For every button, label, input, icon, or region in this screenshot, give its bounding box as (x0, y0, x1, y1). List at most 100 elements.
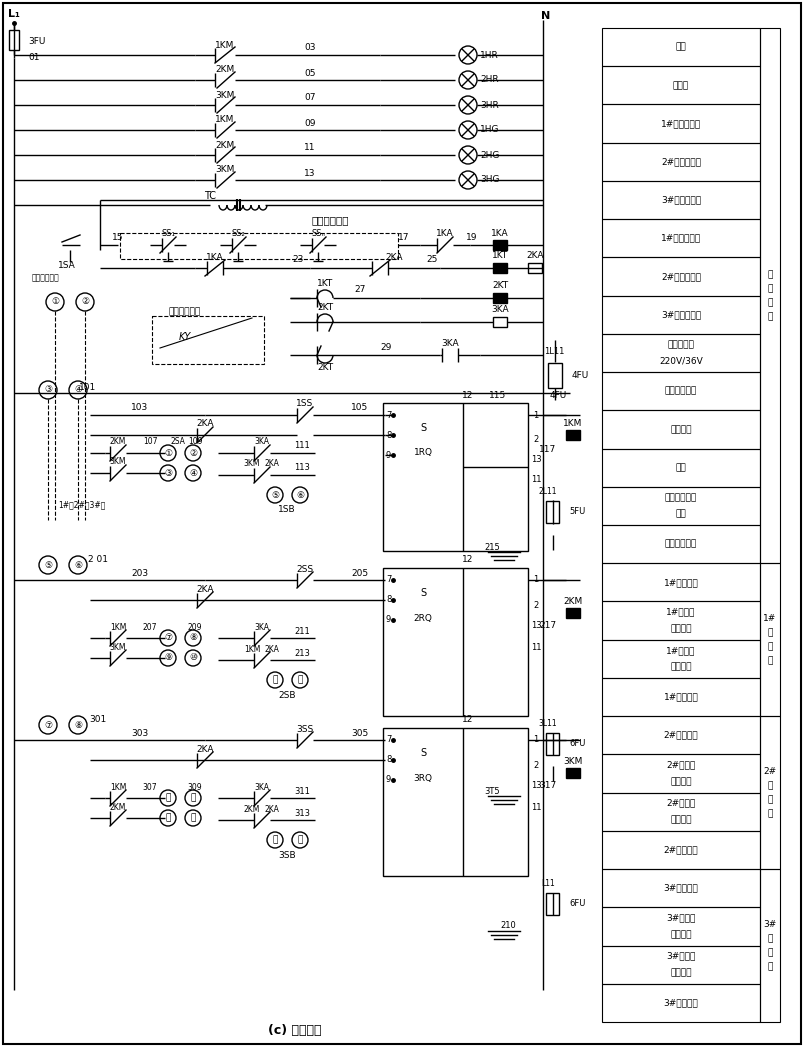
Text: 19: 19 (466, 232, 477, 242)
Text: 117: 117 (539, 446, 556, 454)
Text: SSₙ: SSₙ (311, 229, 324, 239)
Text: 1KM: 1KM (215, 115, 234, 125)
Text: 205: 205 (351, 569, 368, 578)
Text: ④: ④ (189, 468, 197, 477)
Text: TC: TC (204, 191, 216, 201)
Text: ⑤: ⑤ (271, 490, 279, 499)
Bar (601, 601, 759, 640)
Text: 2KA: 2KA (264, 645, 279, 653)
Text: 3T5: 3T5 (483, 786, 499, 796)
Text: 317: 317 (539, 781, 556, 790)
Text: 1SS: 1SS (296, 400, 313, 408)
Text: ③: ③ (44, 385, 52, 395)
Text: 220V/36V: 220V/36V (658, 357, 702, 365)
Bar (548, 362, 561, 387)
Text: ①: ① (51, 297, 59, 307)
Text: 2#泵运行指示: 2#泵运行指示 (660, 157, 700, 166)
Text: 3KM: 3KM (215, 90, 234, 99)
Text: 1KM: 1KM (563, 420, 582, 428)
Text: 2#泵手动: 2#泵手动 (666, 760, 695, 770)
Text: 控制停止: 控制停止 (670, 778, 691, 786)
Text: 2#: 2# (763, 767, 776, 776)
Text: 07: 07 (304, 93, 316, 103)
Bar (601, 448, 759, 487)
Bar (382, 403, 528, 551)
Text: 2SB: 2SB (278, 691, 296, 699)
Text: 4FU: 4FU (571, 371, 589, 379)
Text: 3#泵运行指示: 3#泵运行指示 (660, 196, 700, 204)
Text: 213: 213 (294, 648, 309, 658)
Text: 启动: 启动 (675, 463, 686, 472)
Text: ⑤: ⑤ (44, 560, 52, 570)
Bar (382, 728, 528, 876)
Text: 防: 防 (766, 795, 772, 804)
Text: 1HR: 1HR (479, 50, 498, 60)
Text: 15: 15 (112, 232, 124, 242)
Text: 2KA: 2KA (196, 420, 214, 428)
Text: 11: 11 (530, 644, 540, 652)
Text: 203: 203 (131, 569, 149, 578)
Text: 309: 309 (187, 782, 202, 792)
Text: 09: 09 (304, 118, 316, 128)
Text: 3SS: 3SS (296, 725, 313, 734)
Text: 3KM: 3KM (563, 757, 582, 766)
Text: (c) 控制电路: (c) 控制电路 (268, 1024, 321, 1037)
Text: 1#泵运行指示: 1#泵运行指示 (660, 119, 700, 128)
Text: 2#泵公共端: 2#泵公共端 (662, 846, 698, 854)
Bar (565, 608, 579, 618)
Bar (601, 219, 759, 258)
Text: 313: 313 (294, 808, 310, 818)
Text: ⑭: ⑭ (190, 794, 195, 802)
Text: 制: 制 (766, 284, 772, 293)
Text: 2KM: 2KM (110, 438, 126, 446)
Text: ⑦: ⑦ (164, 633, 172, 643)
Bar (528, 263, 541, 273)
Text: ⑩: ⑩ (189, 653, 197, 663)
Text: 5FU: 5FU (569, 508, 585, 516)
Text: 7: 7 (385, 410, 391, 420)
Text: 回: 回 (766, 298, 772, 307)
Text: 1RQ: 1RQ (413, 448, 432, 458)
Text: S: S (419, 748, 426, 758)
Text: 备用: 备用 (675, 510, 686, 519)
Text: ⑯: ⑯ (190, 814, 195, 823)
Text: 泵: 泵 (766, 962, 772, 971)
Text: 3KA: 3KA (255, 438, 269, 446)
Text: 2KM: 2KM (243, 804, 260, 814)
Text: 3RQ: 3RQ (413, 774, 432, 782)
Text: 13: 13 (530, 780, 540, 789)
Text: 控: 控 (766, 270, 772, 280)
Text: 211: 211 (294, 626, 309, 636)
Text: 8: 8 (385, 596, 391, 604)
Text: 8: 8 (385, 756, 391, 764)
Text: SS₂: SS₂ (230, 229, 245, 239)
Text: 泵: 泵 (766, 809, 772, 818)
Text: 2HG: 2HG (479, 151, 499, 159)
Text: 1#备2#备3#备: 1#备2#备3#备 (59, 500, 105, 510)
Bar (601, 640, 759, 677)
Text: 备用延时投入: 备用延时投入 (664, 493, 696, 502)
Text: ③: ③ (164, 468, 172, 477)
Text: 105: 105 (351, 403, 368, 413)
Text: 12: 12 (462, 556, 473, 564)
Text: 2SA: 2SA (170, 438, 185, 446)
Text: 1HG: 1HG (479, 126, 499, 134)
Text: 2RQ: 2RQ (413, 614, 432, 623)
Bar (601, 487, 759, 525)
Text: 2KA: 2KA (196, 584, 214, 594)
Text: ⑨: ⑨ (164, 653, 172, 663)
Text: 1SA: 1SA (58, 261, 75, 269)
Text: 3#泵停止指示: 3#泵停止指示 (660, 310, 700, 319)
Text: ⑰: ⑰ (272, 836, 277, 845)
Text: 控制停止: 控制停止 (670, 931, 691, 939)
Text: 7: 7 (385, 576, 391, 584)
Text: 303: 303 (131, 729, 149, 737)
Bar (601, 755, 759, 793)
Text: 3KA: 3KA (255, 623, 269, 631)
Text: 防: 防 (766, 642, 772, 651)
Text: 2KM: 2KM (110, 802, 126, 811)
Text: ⑥: ⑥ (74, 560, 82, 570)
Text: 113: 113 (294, 464, 309, 472)
Text: 2: 2 (532, 601, 538, 609)
Text: 1: 1 (532, 576, 538, 584)
